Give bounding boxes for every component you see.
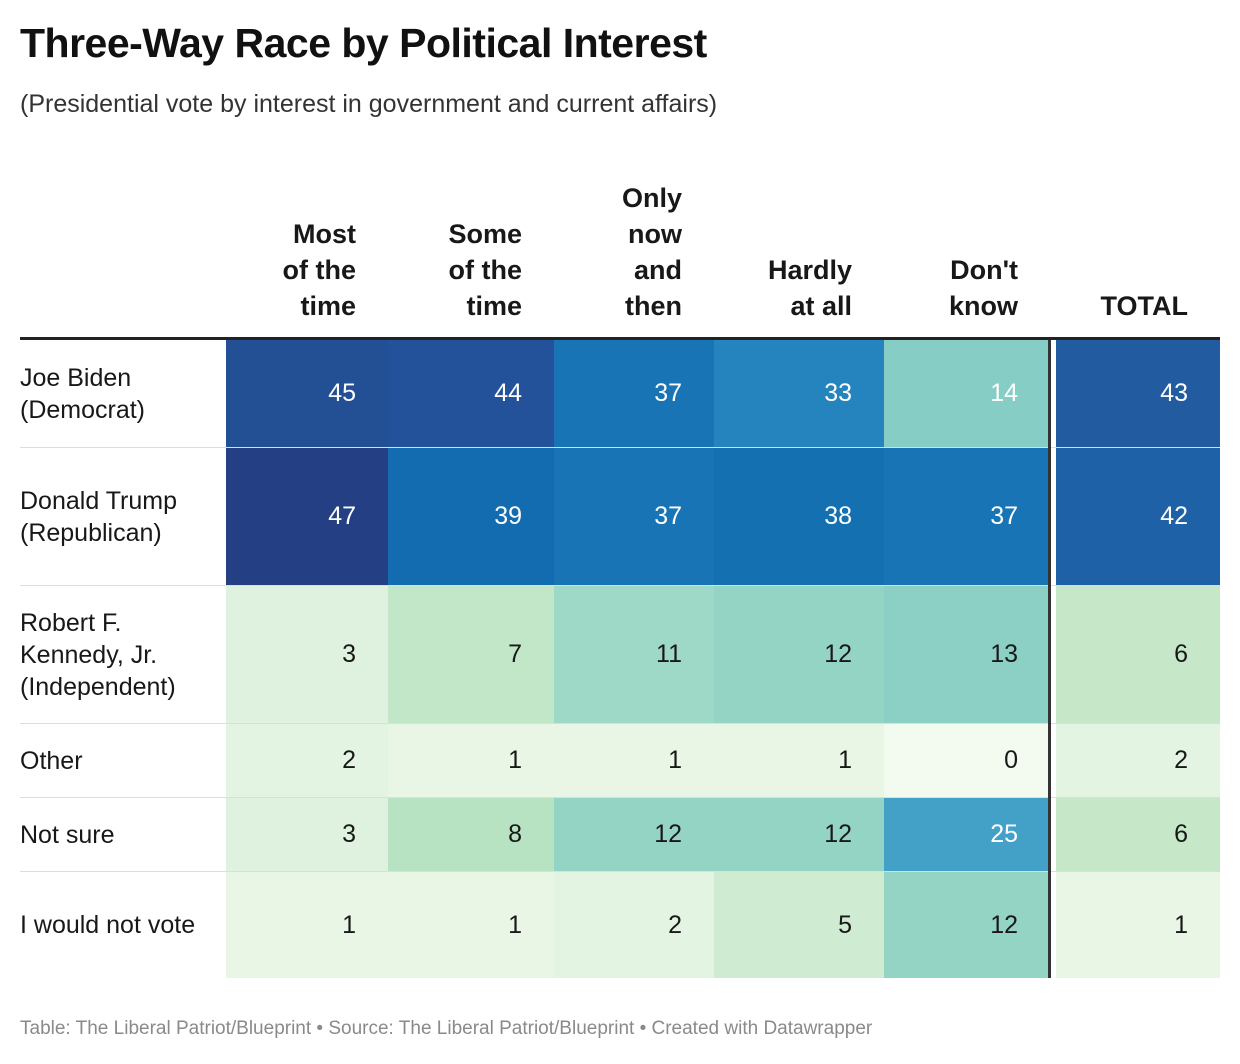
table-body: Joe Biden (Democrat) 45 44 37 33 14 43 Donald T… bbox=[20, 340, 1220, 978]
cell-value: 3 bbox=[226, 798, 388, 871]
cell-value: 12 bbox=[714, 798, 884, 871]
cell-value: 1 bbox=[554, 724, 714, 797]
row-label: Other bbox=[20, 746, 83, 775]
cell-value: 39 bbox=[388, 448, 554, 585]
cell-value: 25 bbox=[884, 798, 1050, 871]
column-header-total: TOTAL bbox=[1100, 291, 1189, 321]
cell-value: 8 bbox=[388, 798, 554, 871]
row-label: I would not vote bbox=[20, 911, 196, 939]
cell-value: 1 bbox=[714, 724, 884, 797]
table-row-robert-f-kennedy-jr-independent: Robert F. Kennedy, Jr. (Independent) 3 7 11… bbox=[20, 586, 1220, 724]
cell-value: 0 bbox=[884, 724, 1050, 797]
table-row-not-sure: Not sure 3 8 12 12 25 6 bbox=[20, 798, 1220, 872]
chart-footer: Table: The Liberal Patriot/Blueprint • S… bbox=[20, 1018, 873, 1039]
table-header: Most of the time Some of the time Only now… bbox=[20, 170, 1220, 340]
cell-value: 12 bbox=[554, 798, 714, 871]
cell-value: 45 bbox=[226, 340, 388, 447]
column-header-don-t-know: Don't know bbox=[948, 255, 1018, 321]
header-rule bbox=[20, 337, 1220, 340]
table-row-donald-trump-republican: Donald Trump (Republican) 47 39 37 38 37 42 bbox=[20, 448, 1220, 586]
cell-value: 37 bbox=[554, 340, 714, 447]
cell-value: 13 bbox=[884, 586, 1050, 723]
cell-value: 2 bbox=[554, 872, 714, 978]
cell-value: 7 bbox=[388, 586, 554, 723]
table-row-i-would-not-vote: I would not vote 1 1 2 5 12 1 bbox=[20, 872, 1220, 978]
cell-value: 37 bbox=[554, 448, 714, 585]
table-row-joe-biden-democrat: Joe Biden (Democrat) 45 44 37 33 14 43 bbox=[20, 340, 1220, 448]
cell-value: 47 bbox=[226, 448, 388, 585]
cell-value: 6 bbox=[1056, 586, 1220, 723]
cell-value: 6 bbox=[1056, 798, 1220, 871]
cell-value: 1 bbox=[388, 872, 554, 978]
chart-title: Three-Way Race by Political Interest bbox=[20, 20, 707, 66]
column-header-only-now-and-then: Only now and then bbox=[621, 183, 682, 321]
cell-value: 5 bbox=[714, 872, 884, 978]
chart-subtitle: (Presidential vote by interest in govern… bbox=[20, 90, 718, 118]
column-header-some-of-the-time: Some of the time bbox=[448, 219, 522, 321]
cell-value: 3 bbox=[226, 586, 388, 723]
total-column-separator bbox=[1048, 340, 1051, 978]
column-header-most-of-the-time: Most of the time bbox=[282, 219, 357, 321]
table-row-other: Other 2 1 1 1 0 2 bbox=[20, 724, 1220, 798]
data-table: Most of the time Some of the time Only now… bbox=[20, 170, 1220, 978]
column-header-hardly-at-all: Hardly at all bbox=[767, 255, 852, 321]
cell-value: 38 bbox=[714, 448, 884, 585]
cell-value: 1 bbox=[388, 724, 554, 797]
cell-value: 1 bbox=[226, 872, 388, 978]
row-label: Donald Trump (Republican) bbox=[20, 486, 178, 547]
cell-value: 12 bbox=[884, 872, 1050, 978]
cell-value: 12 bbox=[714, 586, 884, 723]
row-label: Joe Biden (Democrat) bbox=[20, 363, 146, 424]
cell-value: 14 bbox=[884, 340, 1050, 447]
cell-value: 1 bbox=[1056, 872, 1220, 978]
row-label: Not sure bbox=[20, 820, 115, 849]
cell-value: 33 bbox=[714, 340, 884, 447]
cell-value: 43 bbox=[1056, 340, 1220, 447]
cell-value: 37 bbox=[884, 448, 1050, 585]
cell-value: 44 bbox=[388, 340, 554, 447]
cell-value: 11 bbox=[554, 586, 714, 723]
cell-value: 42 bbox=[1056, 448, 1220, 585]
row-label: Robert F. Kennedy, Jr. (Independent) bbox=[20, 608, 176, 701]
cell-value: 2 bbox=[1056, 724, 1220, 797]
cell-value: 2 bbox=[226, 724, 388, 797]
